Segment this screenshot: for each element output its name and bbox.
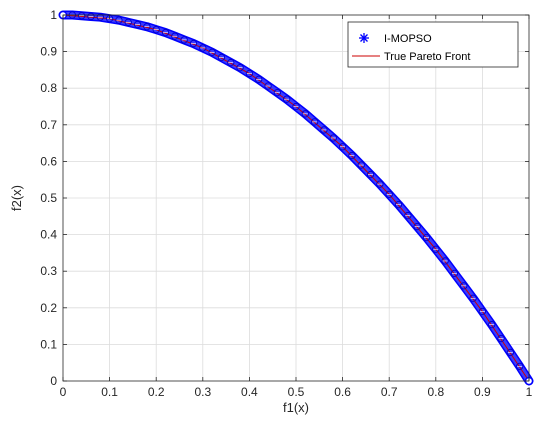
y-tick-label: 0.1 [40, 337, 57, 351]
data-point [450, 269, 459, 278]
data-point [460, 282, 468, 290]
data-point [432, 245, 440, 253]
data-point [115, 16, 123, 24]
data-point [506, 348, 515, 357]
data-point [245, 69, 254, 78]
x-tick-label: 0.4 [241, 385, 258, 399]
data-point [255, 75, 263, 84]
data-point [329, 134, 337, 142]
data-point [497, 334, 505, 343]
x-tick-label: 0.1 [101, 385, 118, 399]
data-point [124, 18, 132, 26]
x-tick-label: 0.5 [288, 385, 305, 399]
data-point [152, 25, 160, 34]
legend: I-MOPSO True Pareto Front [347, 21, 519, 68]
y-tick-label: 0.8 [40, 81, 57, 95]
data-point [385, 190, 393, 198]
data-point [273, 88, 282, 97]
y-tick-label: 0.5 [40, 191, 57, 205]
y-tick-label: 0.9 [40, 45, 57, 59]
data-point [283, 95, 291, 103]
data-point [320, 126, 328, 134]
y-tick-label: 1 [50, 8, 57, 22]
y-axis-label: f2(x) [9, 185, 24, 211]
data-point [394, 200, 403, 209]
x-tick-label: 1 [526, 385, 533, 399]
data-point [404, 211, 412, 220]
data-point [310, 118, 319, 126]
data-point [217, 53, 226, 62]
y-tick-label: 0.7 [40, 118, 57, 132]
x-tick-label: 0.3 [194, 385, 211, 399]
x-tick-label: 0.7 [381, 385, 398, 399]
data-point [236, 64, 244, 72]
data-point [292, 102, 300, 111]
data-point [357, 161, 365, 169]
data-point [96, 13, 104, 21]
data-point [348, 151, 356, 160]
grid-lines [63, 15, 529, 381]
x-tick-label: 0.2 [148, 385, 165, 399]
legend-marker-i-mopso [359, 33, 369, 43]
y-tick-label: 0.2 [40, 301, 57, 315]
data-point [143, 23, 151, 31]
data-point [516, 362, 524, 371]
legend-label-true-pareto-front: True Pareto Front [384, 51, 470, 63]
data-point [199, 44, 207, 52]
data-point [478, 307, 487, 316]
y-tick-label: 0.3 [40, 264, 57, 278]
data-point [133, 20, 142, 29]
data-point [208, 48, 216, 56]
x-tick-label: 0.8 [427, 385, 444, 399]
data-point [264, 82, 272, 90]
y-tick-label: 0.4 [40, 228, 57, 242]
axis-ticks: 0 0.1 0.2 0.3 0.4 0.5 0.6 0.7 0.8 0.9 1 0 0.1 0.2 0.3 0… [40, 8, 532, 399]
y-tick-label: 0.6 [40, 154, 57, 168]
data-point [301, 110, 309, 118]
data-point [227, 58, 235, 67]
x-tick-label: 0 [60, 385, 67, 399]
legend-box [347, 21, 519, 68]
data-point [171, 32, 179, 40]
data-point [422, 233, 431, 242]
x-tick-label: 0.9 [474, 385, 491, 399]
data-point [413, 222, 421, 231]
data-point [87, 12, 95, 21]
data-point [441, 257, 449, 265]
x-axis-label: f1(x) [283, 400, 309, 415]
data-point [189, 39, 198, 48]
data-point [338, 143, 347, 151]
data-point [469, 294, 477, 302]
data-point [366, 170, 375, 179]
data-point [488, 320, 496, 329]
data-point [77, 12, 86, 20]
data-point [376, 180, 384, 188]
y-tick-label: 0 [50, 374, 57, 388]
x-tick-label: 0.6 [334, 385, 351, 399]
data-point [180, 36, 188, 44]
data-point [161, 28, 170, 37]
legend-label-i-mopso: I-MOPSO [384, 33, 432, 45]
